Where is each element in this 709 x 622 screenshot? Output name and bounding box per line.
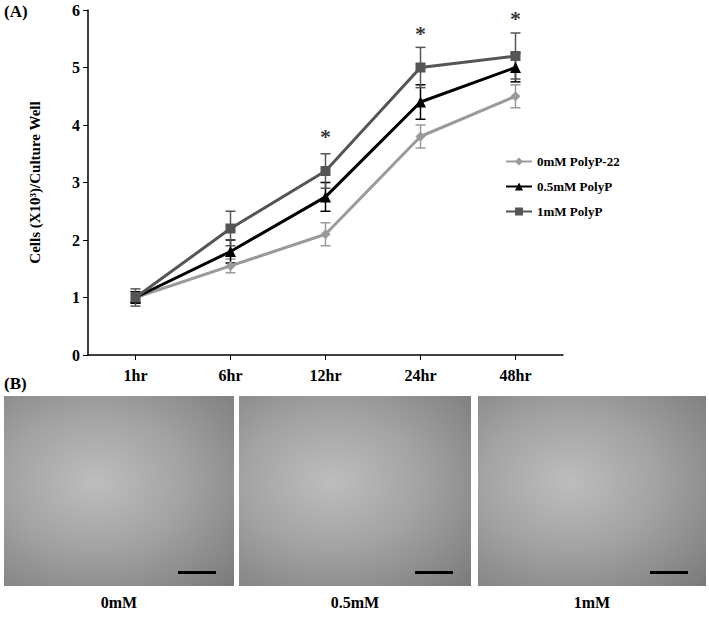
svg-text:1mM PolyP: 1mM PolyP [537,204,602,219]
svg-text:*: * [510,6,521,31]
html-text:0mM: 0mM [100,594,138,611]
svg-text:0: 0 [72,347,80,364]
svg-text:3: 3 [72,174,80,191]
svg-text:0mM PolyP-22: 0mM PolyP-22 [537,154,620,169]
svg-text:48hr: 48hr [500,367,532,384]
svg-text:0.5mM PolyP: 0.5mM PolyP [537,179,612,194]
html-text:0.5mM: 0.5mM [330,594,380,611]
html-text:(A): (A) [4,2,28,21]
svg-text:2: 2 [72,232,80,249]
html-text:(B): (B) [4,374,27,393]
svg-text:*: * [320,124,331,149]
svg-text:1hr: 1hr [124,367,148,384]
svg-text:1: 1 [72,289,80,306]
svg-text:5: 5 [72,59,80,76]
svg-text:24hr: 24hr [405,367,437,384]
svg-text:*: * [415,21,426,46]
svg-text:Cells (X10³)/Culture Well: Cells (X10³)/Culture Well [27,101,44,263]
svg-text:12hr: 12hr [310,367,342,384]
svg-text:6: 6 [72,2,80,19]
html-text:1mM: 1mM [573,594,611,611]
svg-text:6hr: 6hr [219,367,243,384]
svg-text:4: 4 [72,117,80,134]
